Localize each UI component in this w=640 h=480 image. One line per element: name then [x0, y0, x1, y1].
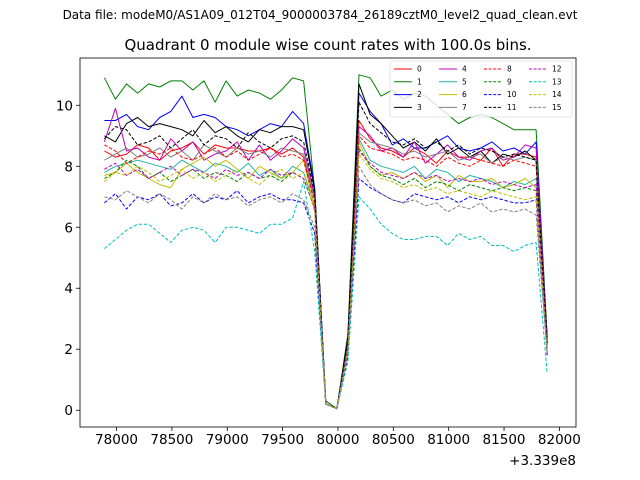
legend-label-7: 7	[462, 103, 467, 112]
series-line-15	[104, 165, 548, 410]
y-tick-label-8: 8	[64, 159, 73, 175]
legend-label-6: 6	[462, 90, 467, 99]
x-tick-label-78500: 78500	[150, 432, 193, 448]
legend-label-2: 2	[417, 90, 422, 99]
x-offset-label: +3.339e8	[509, 453, 576, 469]
chart-title: Quadrant 0 module wise count rates with …	[124, 36, 532, 54]
y-tick-label-6: 6	[64, 220, 73, 236]
x-tick-label-80000: 80000	[316, 432, 359, 448]
x-tick-label-79000: 79000	[206, 432, 249, 448]
legend-label-5: 5	[462, 77, 467, 86]
legend-box	[389, 60, 573, 118]
data-file-header: Data file: modeM0/AS1A09_012T04_90000037…	[62, 8, 578, 22]
x-tick-label-78000: 78000	[95, 432, 138, 448]
y-tick-label-2: 2	[64, 342, 73, 358]
y-tick-label-0: 0	[64, 403, 73, 419]
legend-label-15: 15	[552, 103, 562, 112]
x-tick-label-81500: 81500	[483, 432, 526, 448]
y-tick-label-4: 4	[64, 281, 73, 297]
legend-label-10: 10	[507, 90, 517, 99]
x-tick-label-79500: 79500	[261, 432, 304, 448]
legend-label-8: 8	[507, 65, 512, 74]
series-line-11	[104, 101, 548, 410]
legend-label-1: 1	[417, 77, 422, 86]
x-tick-label-82000: 82000	[538, 432, 581, 448]
legend-label-11: 11	[507, 103, 517, 112]
y-tick-label-10: 10	[56, 98, 73, 114]
axes-layer: 78000 78500 79000 79500 80000 80500 81000 81500…	[56, 98, 581, 469]
x-tick-label-80500: 80500	[372, 432, 415, 448]
plot-background	[80, 58, 576, 427]
series-layer	[103, 74, 548, 410]
legend-label-14: 14	[552, 90, 562, 99]
legend-label-13: 13	[552, 77, 562, 86]
x-tick-label-81000: 81000	[427, 432, 470, 448]
legend-label-9: 9	[507, 77, 512, 86]
legend-label-12: 12	[552, 65, 562, 74]
series-line-14	[104, 153, 548, 410]
legend-label-4: 4	[462, 65, 467, 74]
plot-frame	[79, 57, 577, 428]
legend-label-3: 3	[417, 103, 422, 112]
legend-label-0: 0	[417, 65, 422, 74]
